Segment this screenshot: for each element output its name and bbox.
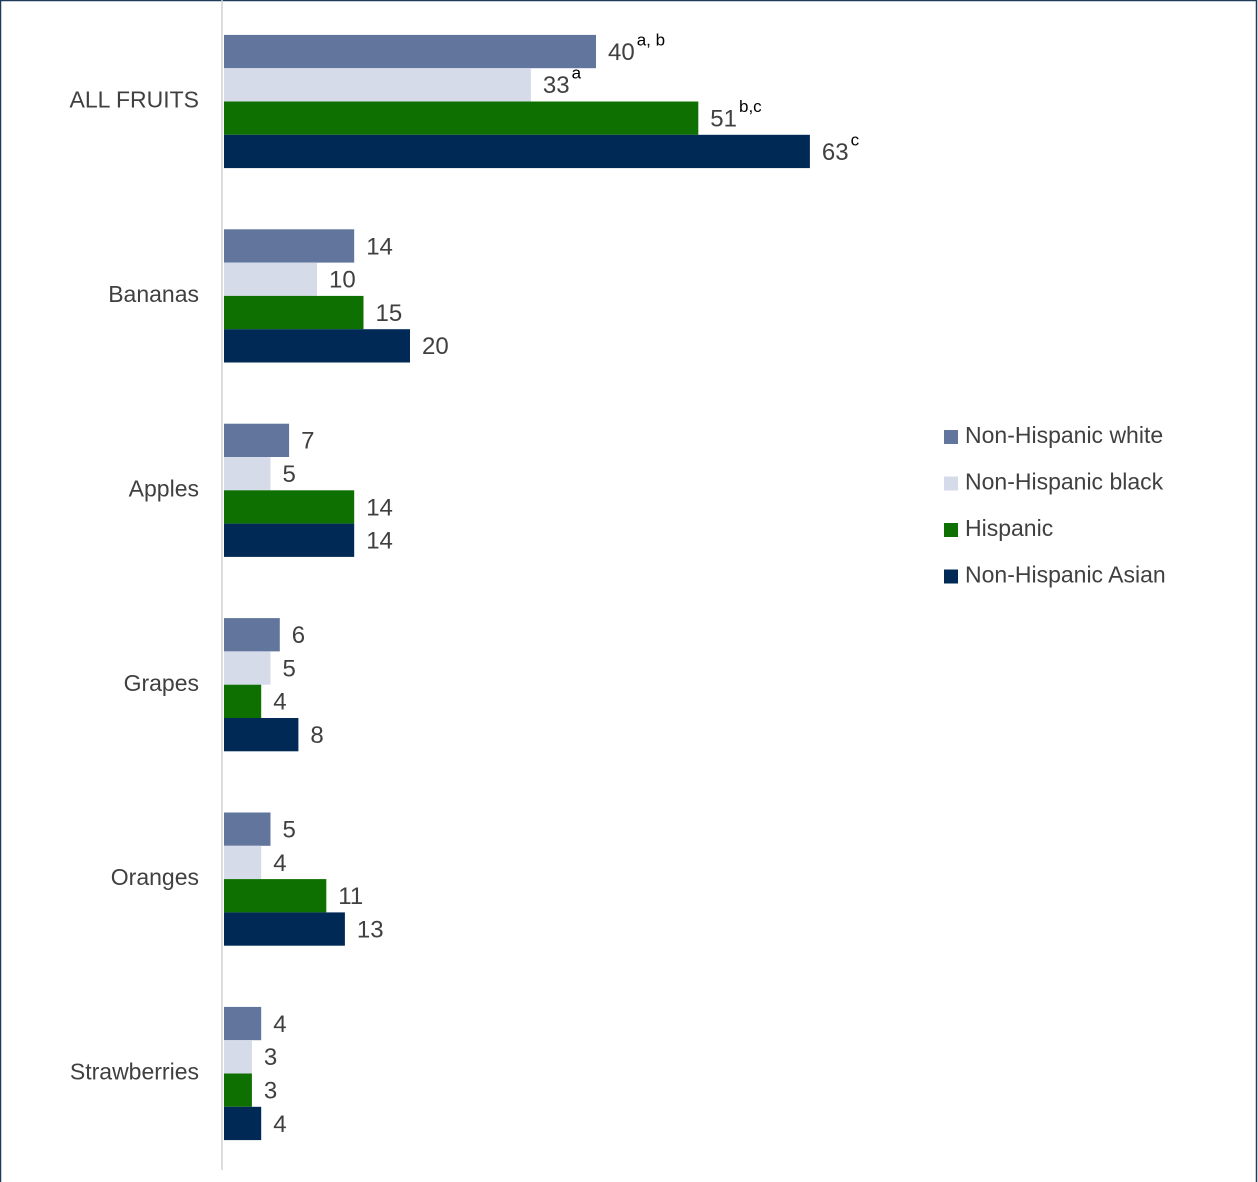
bar <box>224 490 355 524</box>
value-label: 11 <box>338 883 363 910</box>
bar <box>224 134 810 169</box>
category-label: Oranges <box>111 864 199 890</box>
value-label: 5 <box>283 816 296 843</box>
value-label: 6 <box>292 622 305 649</box>
bar <box>224 262 317 296</box>
value-label: 4 <box>273 1111 286 1138</box>
value-label: 13 <box>357 916 384 943</box>
bar <box>224 229 355 263</box>
value-label: 7 <box>301 428 314 455</box>
bar <box>224 101 699 135</box>
value-label: 40 <box>608 39 635 66</box>
value-label: 63 <box>822 139 849 166</box>
value-label: 5 <box>283 461 296 488</box>
bar <box>224 879 327 913</box>
bar <box>224 295 364 330</box>
category-label: Bananas <box>108 281 199 307</box>
bar <box>224 845 262 880</box>
bar <box>224 423 290 457</box>
bar <box>224 618 280 652</box>
value-label: 5 <box>283 655 296 682</box>
category-label: Strawberries <box>70 1059 199 1085</box>
bar <box>224 523 355 557</box>
bar <box>224 812 271 846</box>
value-label: 4 <box>273 1011 286 1038</box>
category-label: Grapes <box>124 670 199 696</box>
value-label: 4 <box>273 689 286 716</box>
bar <box>224 651 271 685</box>
legend-swatch <box>944 569 958 584</box>
value-label: 10 <box>329 267 356 294</box>
value-label: 14 <box>366 528 393 555</box>
value-label: 14 <box>366 233 393 260</box>
bar <box>224 684 262 718</box>
bar <box>224 912 345 946</box>
bar <box>224 329 410 363</box>
legend-label: Hispanic <box>965 515 1053 541</box>
legend-swatch <box>944 430 958 444</box>
value-label: 14 <box>366 494 393 521</box>
value-label: 51 <box>710 105 737 132</box>
value-label: 3 <box>264 1077 277 1104</box>
legend-swatch <box>944 523 958 537</box>
value-label: 15 <box>376 300 403 327</box>
value-label: 8 <box>310 722 323 749</box>
value-label: 4 <box>273 850 286 877</box>
bar <box>224 1006 262 1041</box>
annotation: a <box>572 64 582 83</box>
category-label: Apples <box>129 475 199 501</box>
value-label: 3 <box>264 1044 277 1071</box>
bar <box>224 34 596 69</box>
bar <box>224 1040 252 1074</box>
bar <box>224 68 531 102</box>
bar <box>224 1073 252 1107</box>
legend-swatch <box>944 476 958 491</box>
annotation: c <box>851 130 860 149</box>
value-label: 33 <box>543 72 570 99</box>
value-label: 20 <box>422 333 449 360</box>
legend-label: Non-Hispanic black <box>965 469 1164 495</box>
bar <box>224 1106 262 1141</box>
annotation: b,c <box>739 97 762 116</box>
annotation: a, b <box>637 30 665 49</box>
category-label: ALL FRUITS <box>69 87 199 113</box>
bar <box>224 457 271 491</box>
legend-label: Non-Hispanic white <box>965 422 1163 448</box>
legend-label: Non-Hispanic Asian <box>965 562 1166 588</box>
bar <box>224 718 299 752</box>
